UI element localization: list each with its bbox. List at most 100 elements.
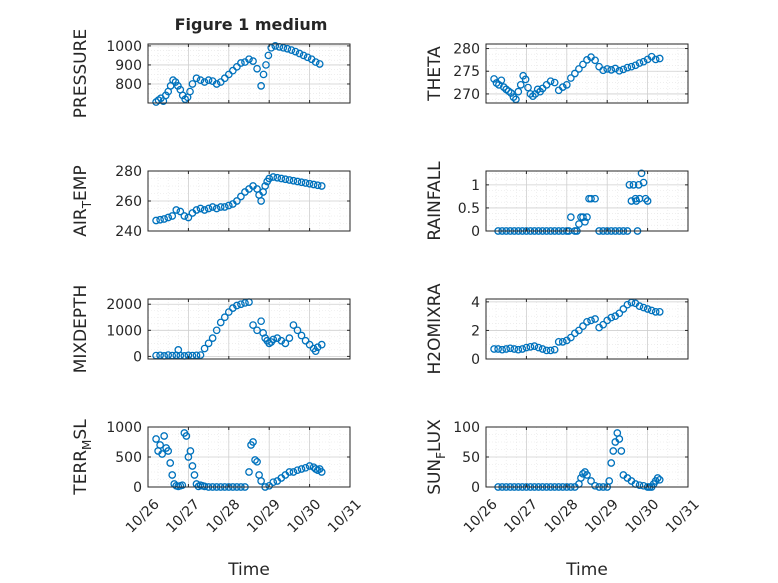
data-point [237,192,245,201]
data-point [212,326,221,335]
data-point [160,432,169,440]
y-tick-label: 1000 [106,323,142,339]
x-axis-label: Time [565,560,608,580]
data-point [554,338,563,346]
data-point [224,201,233,210]
data-point [591,56,599,65]
y-tick-label: 1 [471,178,480,194]
data-point [212,80,221,88]
data-point [253,457,261,466]
data-point [643,197,652,205]
data-series [152,173,326,225]
y-axis-label-main: AIR [71,208,91,237]
x-axis-label: Time [227,560,270,580]
data-point [233,197,241,205]
data-point [591,315,599,323]
data-point [287,46,296,54]
y-tick-label: 1000 [106,420,142,436]
data-point [196,204,205,213]
data-point [558,83,567,91]
data-point [514,87,523,96]
data-point [641,194,650,203]
data-point [156,441,164,449]
data-point [305,462,314,470]
data-point [619,65,628,74]
data-point [591,194,599,203]
data-point [566,333,575,342]
data-point [216,203,225,211]
data-point [237,300,245,309]
data-point [509,93,518,101]
data-point [510,345,519,353]
data-point [190,471,199,479]
data-series [152,429,326,491]
data-point [289,468,298,476]
data-series [490,298,664,355]
data-point [200,78,209,86]
data-point [265,174,274,183]
data-point [497,76,506,85]
data-point [178,481,187,490]
data-point [655,308,664,316]
y-tick-label: 0 [133,349,142,365]
data-point [293,326,302,335]
data-point [499,83,508,91]
data-point [490,75,498,83]
subplot-2: 270 275 280 THETA [425,42,689,104]
y-axis-label-rest: LUX [425,419,445,452]
data-point [188,80,197,88]
data-point [186,447,195,455]
data-point [655,54,664,63]
y-tick-label: 280 [115,164,142,180]
data-point [164,351,173,359]
y-axis-label-main: PRESSURE [71,29,91,118]
data-point [627,197,636,205]
y-tick-label: 240 [115,224,142,240]
data-point [631,61,640,70]
data-point [653,474,662,482]
y-tick-label: 260 [115,194,142,210]
data-point [176,207,185,216]
data-point [161,91,170,100]
data-point [311,347,320,356]
data-point [166,459,175,467]
data-point [516,81,525,89]
subplot-6: 0 2 4 H2OMIXRA [425,283,689,375]
y-axis-label-main: MIXDEPTH [71,285,91,374]
data-point [257,477,265,485]
data-point [615,435,624,443]
axes-frame [147,43,351,104]
data-point [291,47,300,56]
data-point [168,471,177,479]
data-point [196,351,205,359]
data-point [623,63,632,72]
y-axis-label-main: TERR [71,450,91,496]
y-axis-label-rest: EMP [71,165,91,201]
data-point [506,344,515,353]
data-point [607,459,616,467]
data-point [579,60,587,69]
data-point [182,432,191,440]
data-point [301,336,310,345]
data-point [550,78,559,87]
data-point [257,197,265,205]
data-point [160,215,169,223]
data-point [542,346,551,355]
y-axis-label-subscript: M [80,440,94,450]
data-point [204,339,213,348]
data-point [253,326,261,335]
data-series [152,42,324,106]
data-point [283,44,292,53]
data-point [579,322,587,330]
data-point [216,78,225,86]
data-point [249,57,257,65]
data-point [220,313,229,322]
data-point [224,308,233,316]
data-point [305,179,314,188]
data-point [571,69,579,78]
data-point [164,447,173,455]
data-point [533,85,542,94]
axes-frame [485,170,689,232]
data-point [251,456,259,464]
data-point [518,345,527,353]
